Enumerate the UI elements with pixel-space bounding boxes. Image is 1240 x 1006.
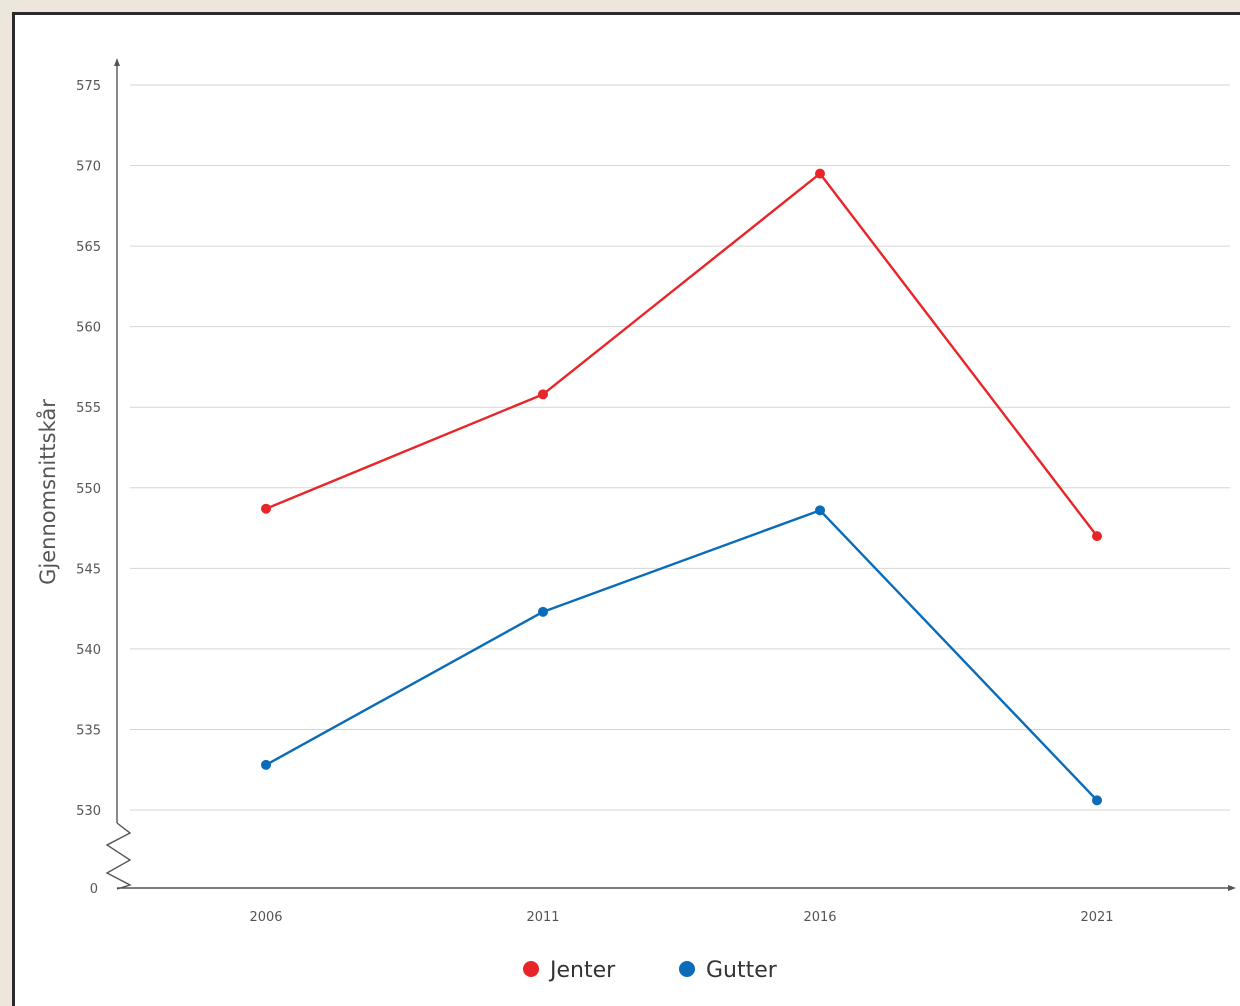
- x-tick-labels: 2006 2011 2016 2021: [249, 910, 1113, 925]
- y-tick-label: 540: [76, 643, 101, 658]
- y-tick-label: 550: [76, 482, 101, 497]
- data-point-gutter: [815, 505, 825, 516]
- line-chart: 575 570 565 560 555 550 545 540 535 530 0 2006 201…: [35, 58, 1236, 983]
- y-axis-break-zigzag: [105, 822, 132, 890]
- series: [261, 168, 1102, 806]
- y-tick-label: 535: [76, 723, 101, 738]
- y-tick-label: 575: [76, 79, 101, 94]
- y-tick-label: 545: [76, 562, 101, 577]
- data-point-jenter: [1092, 531, 1102, 542]
- legend-label-gutter: Gutter: [706, 958, 778, 983]
- series-line-gutter: [265, 509, 1098, 802]
- legend-label-jenter: Jenter: [548, 958, 616, 983]
- data-point-jenter: [815, 168, 825, 179]
- data-point-gutter: [261, 759, 271, 770]
- y-tick-labels: 575 570 565 560 555 550 545 540 535 530: [76, 79, 101, 819]
- legend-marker-jenter: [523, 961, 539, 977]
- legend-marker-gutter: [679, 961, 695, 977]
- y-tick-label: 530: [76, 804, 101, 819]
- data-point-jenter: [538, 389, 548, 400]
- y-axis-arrow-icon: [114, 58, 120, 66]
- gridlines: [130, 84, 1230, 811]
- x-tick-label: 2011: [526, 910, 559, 925]
- x-tick-label: 2006: [249, 910, 282, 925]
- x-axis-arrow-icon: [1228, 885, 1236, 891]
- data-point-gutter: [1092, 795, 1102, 806]
- data-point-jenter: [261, 503, 271, 514]
- y-axis-title: Gjennomsnittskår: [35, 399, 60, 585]
- series-line-jenter: [265, 172, 1098, 537]
- y-tick-label: 570: [76, 160, 101, 175]
- axes: [105, 58, 1236, 891]
- legend: Jenter Gutter: [523, 958, 778, 983]
- y-tick-label: 555: [76, 401, 101, 416]
- x-tick-label: 2021: [1080, 910, 1113, 925]
- data-point-gutter: [538, 606, 548, 617]
- chart-frame: 575 570 565 560 555 550 545 540 535 530 0 2006 201…: [12, 12, 1240, 1006]
- y-tick-label: 565: [76, 240, 101, 255]
- y-break-tick-label: 0: [90, 882, 98, 897]
- x-tick-label: 2016: [803, 910, 836, 925]
- y-tick-label: 560: [76, 321, 101, 336]
